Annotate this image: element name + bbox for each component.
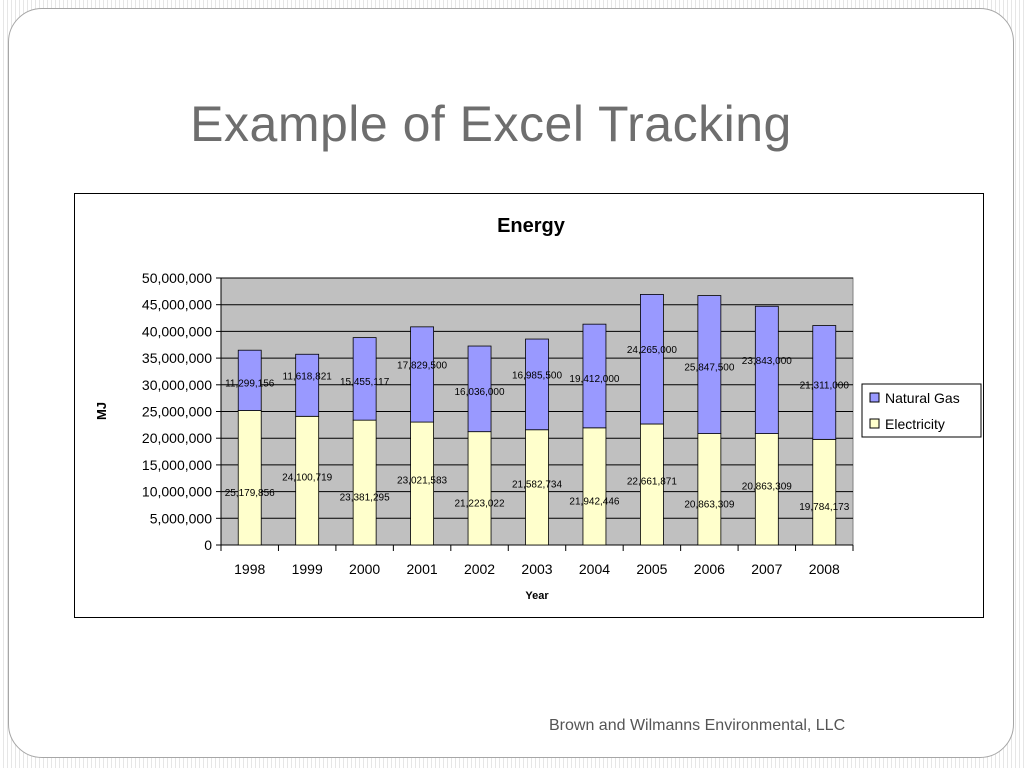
data-label-electricity: 20,863,309 <box>684 499 734 510</box>
bar-natural-gas-2008 <box>812 325 837 440</box>
x-tick-label: 1998 <box>234 561 265 577</box>
y-axis-label: MJ <box>94 402 109 420</box>
bar-natural-gas-2002 <box>467 345 492 433</box>
slide-title: Example of Excel Tracking <box>190 96 792 152</box>
bar-electricity-1998 <box>237 410 262 546</box>
data-label-electricity: 19,784,173 <box>799 502 849 513</box>
y-tick-label: 15,000,000 <box>142 457 212 473</box>
bar-natural-gas-2004 <box>582 323 607 429</box>
x-tick-label: 2003 <box>521 561 552 577</box>
bars <box>237 294 837 546</box>
bar-electricity-2002 <box>467 431 492 546</box>
x-tick-label: 2005 <box>636 561 667 577</box>
x-axis-ticks: 1998 1999 2000 2001 2002 2003 2004 2005 2006 2007… <box>220 545 854 577</box>
chart-frame: Energy 0 5,000,000 10,000,000 15,000,000 20,… <box>74 193 984 618</box>
data-label-electricity: 22,661,871 <box>627 476 677 487</box>
y-tick-label: 50,000,000 <box>142 270 212 286</box>
energy-chart: Energy 0 5,000,000 10,000,000 15,000,000 20,… <box>94 215 982 602</box>
x-tick-label: 2004 <box>579 561 610 577</box>
legend-label-natural-gas: Natural Gas <box>885 390 960 406</box>
x-tick-label: 2007 <box>751 561 782 577</box>
bar-natural-gas-2001 <box>410 326 434 423</box>
bar-natural-gas-1999 <box>295 353 320 417</box>
legend-label-electricity: Electricity <box>885 416 945 432</box>
bar-electricity-2000 <box>352 419 377 546</box>
y-tick-label: 30,000,000 <box>142 377 212 393</box>
bar-natural-gas-2007 <box>754 305 779 434</box>
data-label-electricity: 25,179,856 <box>225 488 275 499</box>
data-label-natural-gas: 15,455,117 <box>340 377 390 388</box>
data-label-natural-gas: 16,985,500 <box>512 370 562 381</box>
y-tick-label: 10,000,000 <box>142 484 212 500</box>
legend-box <box>861 383 982 438</box>
x-tick-label: 2002 <box>464 561 495 577</box>
data-label-electricity: 21,582,734 <box>512 479 562 490</box>
bar-electricity-2008 <box>812 438 837 546</box>
y-tick-label: 0 <box>204 537 212 553</box>
legend-swatch-electricity <box>869 418 880 429</box>
data-label-natural-gas: 11,618,821 <box>283 371 333 382</box>
data-label-natural-gas: 24,265,000 <box>627 345 677 356</box>
bar-natural-gas-2006 <box>697 295 722 434</box>
y-tick-label: 25,000,000 <box>142 404 212 420</box>
y-tick-label: 35,000,000 <box>142 350 212 366</box>
data-label-electricity: 21,942,446 <box>569 496 619 507</box>
data-label-electricity: 24,100,719 <box>282 473 332 484</box>
data-label-electricity: 23,381,295 <box>340 493 390 504</box>
data-label-natural-gas: 19,412,000 <box>569 374 619 385</box>
gridlines <box>221 277 853 519</box>
bar-electricity-2004 <box>582 427 607 546</box>
legend: Natural Gas Electricity <box>861 383 982 438</box>
data-label-electricity: 23,021,583 <box>397 476 447 487</box>
chart-title: Energy <box>497 215 566 237</box>
x-tick-label: 2006 <box>694 561 725 577</box>
data-label-natural-gas: 25,847,500 <box>684 363 734 374</box>
y-tick-label: 5,000,000 <box>150 510 212 526</box>
data-label-electricity: 21,223,022 <box>455 498 505 509</box>
bar-natural-gas-1998 <box>237 349 262 411</box>
data-labels: 25,179,856 11,299,156 24,100,719 11,618,821… <box>225 345 850 513</box>
y-tick-label: 45,000,000 <box>142 297 212 313</box>
footer-text: Brown and Wilmanns Environmental, LLC <box>549 717 846 734</box>
x-tick-label: 2000 <box>349 561 380 577</box>
y-tick-label: 20,000,000 <box>142 430 212 446</box>
x-axis-label: Year <box>525 590 549 602</box>
x-tick-label: 2001 <box>407 561 438 577</box>
data-label-natural-gas: 17,829,500 <box>397 360 447 371</box>
x-tick-label: 2008 <box>809 561 840 577</box>
legend-swatch-natural-gas <box>869 392 880 403</box>
bar-natural-gas-2005 <box>640 294 664 425</box>
slide: Example of Excel Tracking Energy 0 5,000,… <box>8 8 1014 758</box>
data-label-natural-gas: 16,036,000 <box>455 387 505 398</box>
y-tick-label: 40,000,000 <box>142 323 212 339</box>
data-label-electricity: 20,863,309 <box>742 481 792 492</box>
y-axis-ticks: 0 5,000,000 10,000,000 15,000,000 20,000,000… <box>142 270 853 553</box>
x-tick-label: 1999 <box>292 561 323 577</box>
data-label-natural-gas: 23,843,000 <box>742 356 792 367</box>
data-label-natural-gas: 21,311,000 <box>800 380 850 391</box>
bar-electricity-2006 <box>697 433 722 546</box>
data-label-natural-gas: 11,299,156 <box>225 378 275 389</box>
bar-natural-gas-2000 <box>352 337 377 421</box>
bar-natural-gas-2003 <box>525 338 549 431</box>
